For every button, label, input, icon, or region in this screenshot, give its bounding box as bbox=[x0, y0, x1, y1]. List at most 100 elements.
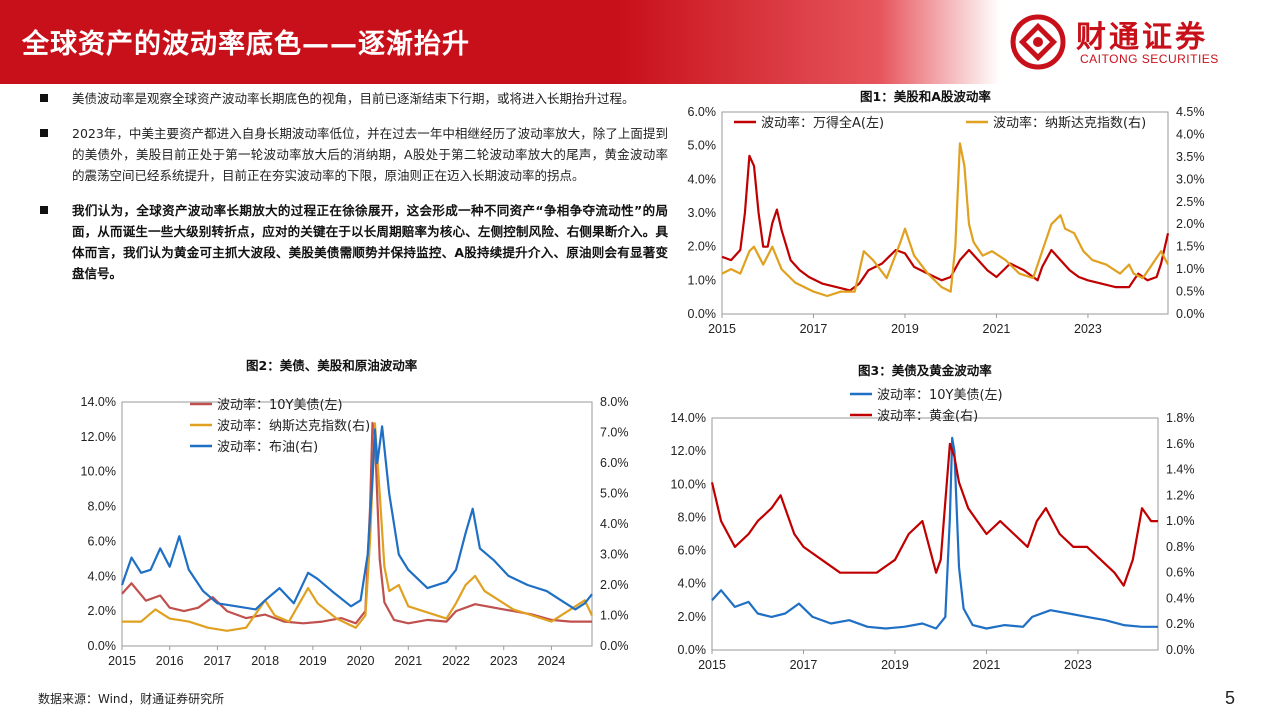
left-axis-tick-label: 4.0% bbox=[88, 569, 117, 583]
series-line-1 bbox=[721, 142, 1169, 298]
page-number: 5 bbox=[1225, 688, 1236, 708]
left-axis-tick-label: 0.0% bbox=[678, 643, 707, 657]
x-axis-tick-label: 2016 bbox=[156, 654, 184, 668]
legend-entry: 波动率：布油(右) bbox=[217, 439, 318, 455]
x-axis-tick-label: 2024 bbox=[538, 654, 566, 668]
legend-entry: 波动率：黄金(右) bbox=[877, 408, 978, 424]
plot-frame bbox=[121, 401, 593, 647]
logo-emblem-icon bbox=[1010, 14, 1066, 70]
series-line-0 bbox=[121, 421, 592, 625]
slide-header: 全球资产的波动率底色——逐渐抬升 财通证券 CAITONG SECURITIES bbox=[0, 0, 1280, 84]
left-axis-tick-label: 12.0% bbox=[81, 430, 116, 444]
right-axis-tick-label: 0.0% bbox=[1176, 307, 1205, 321]
x-axis-tick-label: 2019 bbox=[299, 654, 327, 668]
figure-3-chart: 0.0% 2.0% 4.0% 6.0% 8.0% 10.0% 12.0% 14.0% 0.0% 0… bbox=[671, 387, 1195, 672]
left-axis-tick-label: 14.0% bbox=[671, 411, 706, 425]
x-axis-tick-label: 2020 bbox=[347, 654, 375, 668]
right-axis-tick-label: 0.0% bbox=[1166, 643, 1195, 657]
right-axis-tick-label: 3.5% bbox=[1176, 150, 1205, 164]
left-axis-tick-label: 1.0% bbox=[688, 273, 717, 287]
bullet-item: 我们认为，全球资产波动率长期放大的过程正在徐徐展开，这会形成一种不同资产“争相争… bbox=[38, 200, 668, 284]
right-axis-tick-label: 0.0% bbox=[600, 639, 629, 653]
left-axis-tick-label: 8.0% bbox=[88, 500, 117, 514]
right-axis-tick-label: 1.0% bbox=[1176, 262, 1205, 276]
left-axis-tick-label: 0.0% bbox=[688, 307, 717, 321]
right-axis-tick-label: 1.0% bbox=[1166, 514, 1195, 528]
bullet-item: 2023年，中美主要资产都进入自身长期波动率低位，并在过去一年中相继经历了波动率… bbox=[38, 123, 668, 186]
right-axis-tick-label: 2.0% bbox=[1176, 217, 1205, 231]
legend-entry: 波动率：10Y美债(左) bbox=[217, 397, 343, 413]
series-line-1 bbox=[122, 422, 593, 632]
series-line-0 bbox=[711, 436, 1158, 630]
x-axis-tick-label: 2023 bbox=[490, 654, 518, 668]
right-axis-tick-label: 1.6% bbox=[1166, 437, 1195, 451]
figure-2-title: 图2：美债、美股和原油波动率 bbox=[246, 358, 418, 373]
bullet-list: 美债波动率是观察全球资产波动率长期底色的视角，目前已逐渐结束下行期，或将进入长期… bbox=[38, 88, 668, 298]
x-axis-tick-label: 2023 bbox=[1074, 322, 1102, 336]
figure-3-title: 图3：美债及黄金波动率 bbox=[858, 363, 992, 378]
right-axis-tick-label: 4.0% bbox=[600, 517, 629, 531]
left-axis-tick-label: 2.0% bbox=[88, 604, 117, 618]
right-axis-tick-label: 0.2% bbox=[1166, 617, 1195, 631]
right-axis-tick-label: 1.5% bbox=[1176, 240, 1205, 254]
right-axis-tick-label: 4.5% bbox=[1176, 105, 1205, 119]
header-red-band bbox=[0, 0, 1000, 84]
bullet-text: 美债波动率是观察全球资产波动率长期底色的视角，目前已逐渐结束下行期，或将进入长期… bbox=[72, 91, 635, 106]
right-axis-tick-label: 1.4% bbox=[1166, 463, 1195, 477]
left-axis-tick-label: 4.0% bbox=[678, 577, 707, 591]
x-axis-tick-label: 2019 bbox=[891, 322, 919, 336]
bullet-item: 美债波动率是观察全球资产波动率长期底色的视角，目前已逐渐结束下行期，或将进入长期… bbox=[38, 88, 668, 109]
right-axis-tick-label: 2.0% bbox=[600, 578, 629, 592]
x-axis-tick-label: 2017 bbox=[790, 658, 818, 672]
right-axis-tick-label: 0.5% bbox=[1176, 285, 1205, 299]
right-axis-tick-label: 5.0% bbox=[600, 487, 629, 501]
left-axis-tick-label: 10.0% bbox=[81, 465, 116, 479]
legend-entry: 波动率：10Y美债(左) bbox=[877, 387, 1003, 403]
slide-title: 全球资产的波动率底色——逐渐抬升 bbox=[22, 29, 470, 60]
bullet-square-icon bbox=[40, 94, 48, 102]
right-axis-tick-label: 1.0% bbox=[600, 609, 629, 623]
bullet-square-icon bbox=[40, 129, 48, 137]
x-axis-tick-label: 2022 bbox=[442, 654, 470, 668]
right-axis-tick-label: 6.0% bbox=[600, 456, 629, 470]
plot-frame bbox=[711, 417, 1159, 651]
left-axis-tick-label: 3.0% bbox=[688, 206, 717, 220]
series-line-2 bbox=[120, 425, 593, 611]
right-axis-tick-label: 1.2% bbox=[1166, 488, 1195, 502]
legend-entry: 波动率：纳斯达克指数(右) bbox=[217, 418, 370, 434]
x-axis-tick-label: 2021 bbox=[394, 654, 422, 668]
x-axis-tick-label: 2017 bbox=[800, 322, 828, 336]
x-axis-tick-label: 2023 bbox=[1064, 658, 1092, 672]
right-axis-tick-label: 0.4% bbox=[1166, 591, 1195, 605]
right-axis-tick-label: 2.5% bbox=[1176, 195, 1205, 209]
x-axis-tick-label: 2021 bbox=[973, 658, 1001, 672]
figure-1-title: 图1：美股和A股波动率 bbox=[860, 89, 991, 104]
x-axis-tick-label: 2015 bbox=[708, 322, 736, 336]
bullet-square-icon bbox=[40, 206, 48, 214]
right-axis-tick-label: 4.0% bbox=[1176, 127, 1205, 141]
figure-2-chart: 0.0% 2.0% 4.0% 6.0% 8.0% 10.0% 12.0% 14.0% 0.0% 1… bbox=[81, 395, 629, 668]
right-axis-tick-label: 0.6% bbox=[1166, 566, 1195, 580]
left-axis-tick-label: 4.0% bbox=[688, 172, 717, 186]
left-axis-tick-label: 0.0% bbox=[88, 639, 117, 653]
bullet-text: 我们认为，全球资产波动率长期放大的过程正在徐徐展开，这会形成一种不同资产“争相争… bbox=[72, 203, 668, 281]
series-line-1 bbox=[710, 442, 1158, 587]
company-logo: 财通证券 CAITONG SECURITIES bbox=[1010, 10, 1260, 74]
x-axis-tick-label: 2019 bbox=[881, 658, 909, 672]
right-axis-tick-label: 3.0% bbox=[600, 548, 629, 562]
x-axis-tick-label: 2021 bbox=[983, 322, 1011, 336]
series-line-0 bbox=[721, 154, 1170, 292]
x-axis-tick-label: 2015 bbox=[108, 654, 136, 668]
x-axis-tick-label: 2015 bbox=[698, 658, 726, 672]
left-axis-tick-label: 14.0% bbox=[81, 395, 116, 409]
logo-english-name: CAITONG SECURITIES bbox=[1080, 52, 1219, 66]
left-axis-tick-label: 10.0% bbox=[671, 477, 706, 491]
x-axis-tick-label: 2017 bbox=[204, 654, 232, 668]
plot-frame bbox=[721, 111, 1169, 315]
logo-chinese-name: 财通证券 bbox=[1076, 20, 1208, 55]
left-axis-tick-label: 8.0% bbox=[678, 510, 707, 524]
right-axis-tick-label: 8.0% bbox=[600, 395, 629, 409]
left-axis-tick-label: 12.0% bbox=[671, 444, 706, 458]
legend-entry: 波动率：纳斯达克指数(右) bbox=[993, 115, 1146, 131]
figure-1-chart: 0.0% 1.0% 2.0% 3.0% 4.0% 5.0% 6.0% 0.0% 0.5% 1.0%… bbox=[688, 105, 1205, 336]
